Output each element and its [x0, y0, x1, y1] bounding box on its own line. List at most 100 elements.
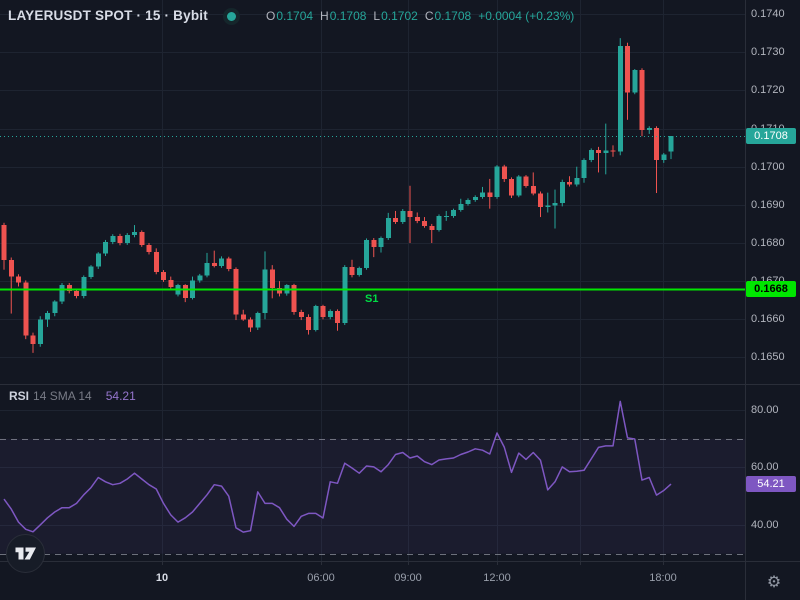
candle-wick: [10, 257, 12, 314]
candle-up: [588, 149, 594, 160]
candle-down: [23, 282, 29, 336]
candle-down: [30, 335, 36, 345]
candle-up: [81, 276, 87, 297]
candle-down: [509, 178, 514, 196]
candle-up: [632, 70, 638, 93]
price-tick-label: 0.1700: [751, 160, 785, 173]
candle-down: [349, 267, 355, 276]
candle-up: [668, 136, 674, 152]
candle-down: [639, 70, 645, 131]
candle-down: [1, 225, 7, 260]
candle-down: [306, 317, 311, 330]
price-tick-label: 0.1660: [751, 313, 785, 326]
candle-up: [313, 305, 319, 330]
candle-down: [211, 262, 217, 266]
candle-up: [472, 196, 478, 200]
candle-down: [530, 185, 536, 194]
time-tick-label: 06:00: [307, 572, 335, 584]
rsi-tick-label: 80.00: [751, 404, 779, 416]
candle-up: [262, 269, 268, 313]
candle-wick: [569, 176, 570, 187]
candle-down: [407, 210, 413, 218]
price-tick-label: 0.1720: [751, 84, 785, 97]
candle-up: [581, 159, 587, 179]
candle-down: [298, 312, 304, 318]
candle-up: [574, 178, 580, 185]
candle-down: [248, 319, 253, 328]
candle-up: [132, 231, 137, 235]
candle-up: [45, 312, 50, 320]
s1-line-label: S1: [365, 292, 379, 305]
candle-up: [494, 166, 500, 197]
price-tick-label: 0.1730: [751, 46, 785, 59]
candle-wick: [598, 146, 599, 173]
candle-up: [661, 154, 667, 161]
candle-up: [559, 181, 565, 203]
candle-down: [277, 288, 282, 294]
candle-down: [523, 176, 529, 186]
candle-down: [146, 244, 152, 253]
candle-up: [458, 204, 464, 210]
chart-legend: LAYERUSDT SPOT · 15 · Bybit O0.1704 H0.17…: [0, 7, 740, 27]
symbol-title[interactable]: LAYERUSDT SPOT · 15 · Bybit: [8, 8, 208, 23]
candle-wick: [576, 166, 578, 187]
ohlc-low-label: L: [373, 9, 381, 23]
candle-up: [603, 150, 609, 153]
candle-up: [443, 215, 449, 217]
candle-wick: [431, 223, 433, 243]
candle-down: [414, 217, 420, 221]
candle-down: [139, 231, 145, 245]
time-tick-label: 18:00: [649, 572, 677, 584]
candle-up: [52, 301, 58, 313]
candle-down: [233, 268, 239, 315]
rsi-band: [0, 438, 745, 554]
candle-up: [219, 258, 224, 266]
rsi-value-badge: 54.21: [746, 476, 796, 493]
candle-wick: [134, 225, 135, 238]
candle-up: [480, 192, 485, 197]
price-tick-label: 0.1690: [751, 198, 785, 211]
settings-gear-icon[interactable]: ⚙: [766, 572, 782, 591]
candle-down: [168, 280, 174, 287]
tradingview-logo-icon[interactable]: [6, 534, 45, 573]
time-tick-label: 09:00: [394, 572, 422, 584]
candle-down: [371, 239, 377, 247]
candle-wick: [213, 250, 215, 268]
price-tick-label: 0.1740: [751, 8, 785, 21]
indicator-value: 54.21: [105, 389, 136, 403]
candle-up: [342, 267, 348, 324]
candle-up: [364, 239, 369, 268]
candle-down: [501, 166, 507, 179]
ohlc-close-value: 0.1708: [434, 9, 472, 23]
candle-up: [255, 312, 261, 328]
ohlc-change-value: +0.0004 (+0.23%): [478, 9, 575, 23]
market-status-icon[interactable]: [223, 8, 240, 25]
candle-wick: [648, 126, 650, 134]
rsi-line: [3, 400, 672, 533]
ohlc-open-value: 0.1704: [276, 9, 314, 23]
candle-down: [393, 217, 398, 223]
candle-down: [654, 128, 659, 161]
candle-up: [103, 241, 108, 254]
indicator-title[interactable]: RSI: [9, 389, 30, 403]
candle-up: [451, 209, 456, 216]
candle-wick: [532, 172, 534, 196]
candle-up: [59, 284, 65, 302]
candle-up: [88, 266, 94, 277]
rsi-tick-label: 40.00: [751, 518, 779, 531]
candle-up: [385, 217, 391, 239]
indicator-params: 14 SMA 14: [33, 389, 92, 403]
last-price-badge: 0.1708: [746, 128, 796, 145]
candle-down: [596, 149, 601, 153]
candle-wick: [554, 189, 556, 229]
price-tick-label: 0.1680: [751, 236, 785, 249]
candle-down: [117, 235, 123, 243]
candle-down: [8, 259, 14, 277]
candle-up: [646, 128, 652, 131]
candle-wick: [605, 123, 607, 175]
candle-down: [625, 45, 630, 93]
candle-up: [545, 205, 551, 208]
time-tick-label: 12:00: [483, 572, 511, 584]
time-tick-label: 10: [155, 572, 169, 584]
